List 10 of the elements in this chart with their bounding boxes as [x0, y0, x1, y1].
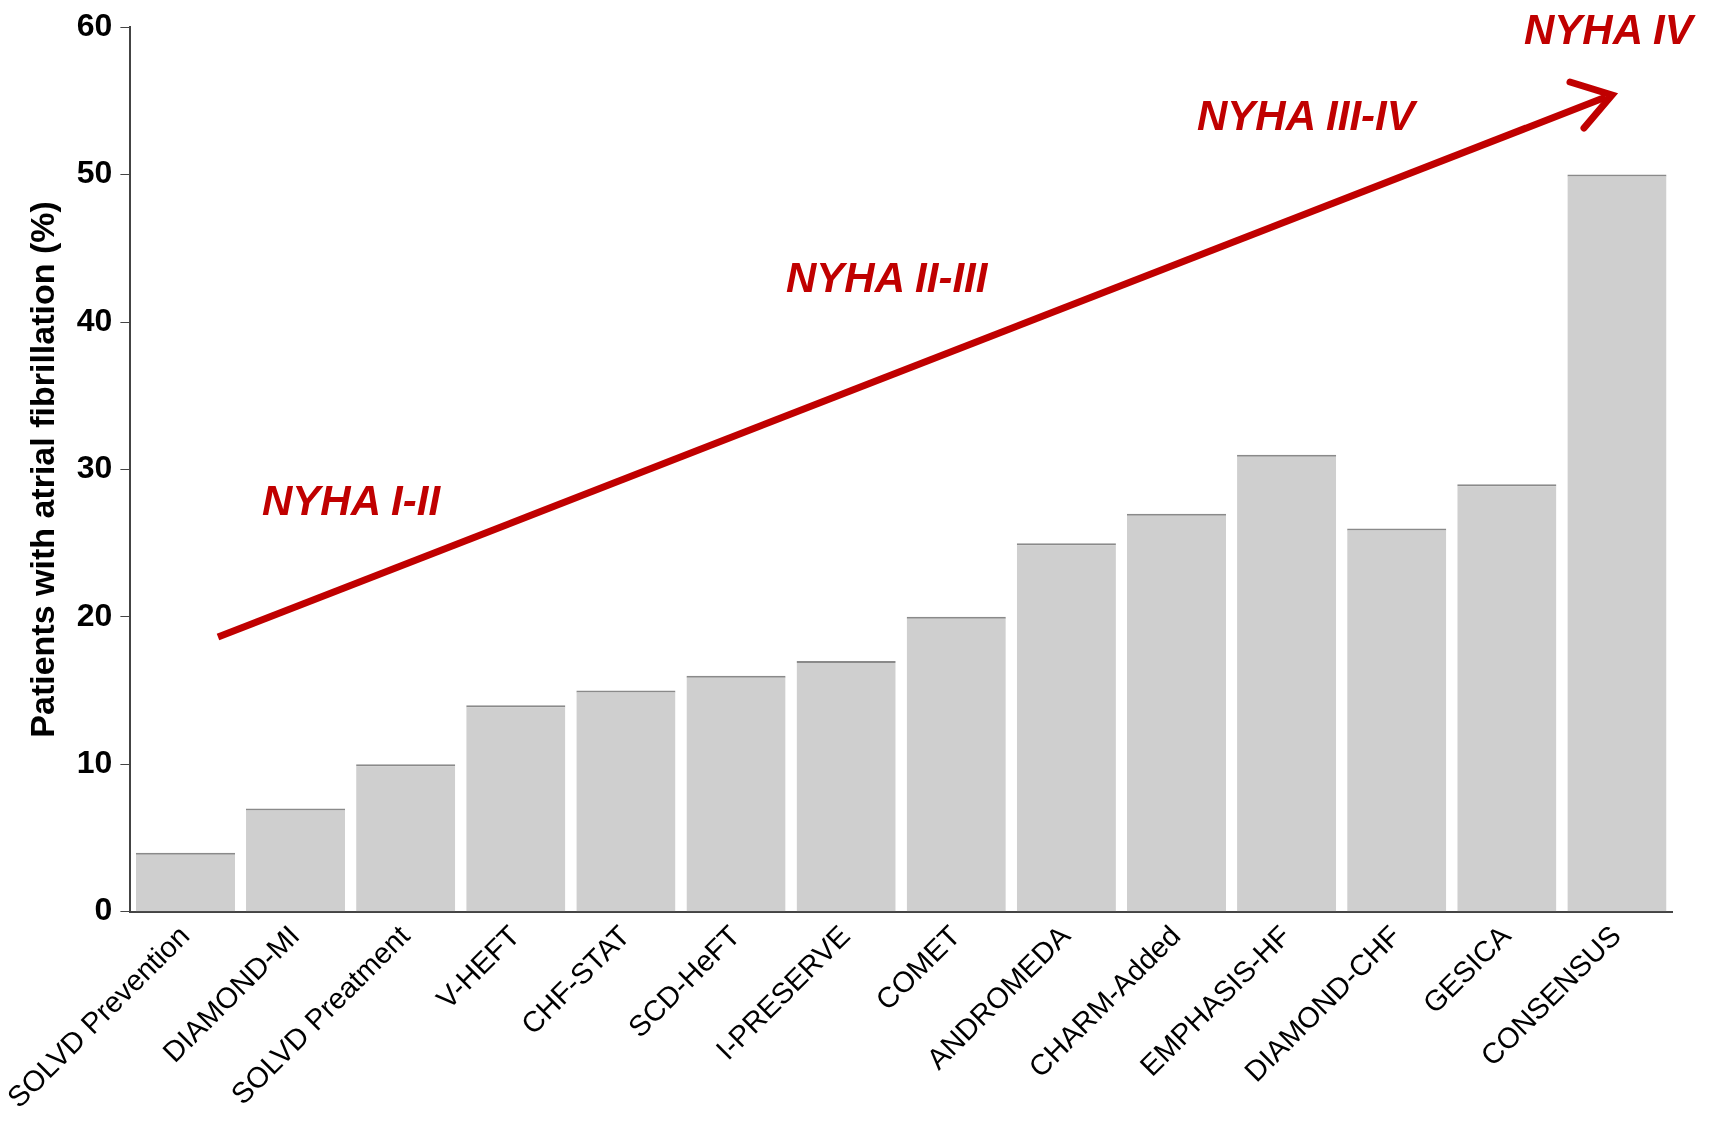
y-tick-label: 10 — [76, 744, 113, 781]
y-axis-title: Patients with atrial fibrillation (%) — [22, 201, 61, 738]
y-tick-label: 0 — [94, 891, 113, 928]
y-tick-label: 20 — [76, 596, 113, 633]
annotation: NYHA I-II — [262, 477, 441, 525]
annotation: NYHA II-III — [786, 254, 988, 302]
y-tick-label: 30 — [76, 449, 113, 486]
y-tick-label: 50 — [76, 154, 113, 191]
y-tick-label: 60 — [76, 7, 113, 44]
y-tick-label: 40 — [76, 301, 113, 338]
